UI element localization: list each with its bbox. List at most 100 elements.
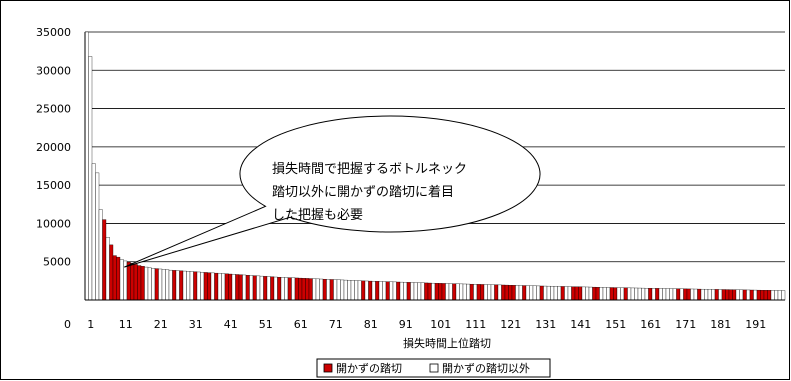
- bar-akazu: [539, 285, 544, 301]
- bar-akazu: [245, 275, 250, 301]
- bar-other: [777, 290, 782, 301]
- bar-other: [466, 283, 471, 301]
- x-tick-label: 81: [364, 318, 378, 331]
- bar-akazu: [613, 287, 618, 301]
- bar-other: [280, 277, 285, 301]
- bar-other: [707, 289, 712, 301]
- bar-other: [637, 287, 642, 301]
- bar-other: [445, 283, 450, 301]
- x-tick-label: 91: [399, 318, 413, 331]
- bar-akazu: [441, 283, 446, 301]
- bar-akazu: [193, 271, 198, 301]
- x-tick-label: 41: [224, 318, 238, 331]
- y-tick-label: 0: [64, 318, 71, 331]
- bar-other: [704, 289, 709, 301]
- bar-other: [455, 283, 460, 301]
- bar-akazu: [571, 286, 576, 301]
- x-tick-label: 71: [329, 318, 343, 331]
- bar-other: [431, 282, 436, 301]
- bar-other: [620, 287, 625, 301]
- y-tick-label: 30000: [36, 64, 71, 77]
- bar-akazu: [683, 288, 688, 301]
- bar-akazu: [434, 283, 439, 301]
- x-tick-label: 151: [605, 318, 626, 331]
- gridlines: [85, 31, 785, 263]
- bar-other: [606, 287, 611, 301]
- bar-akazu: [648, 288, 653, 301]
- bar-akazu: [140, 266, 145, 301]
- bar-other: [413, 282, 418, 301]
- bar-akazu: [252, 275, 257, 301]
- x-tick-label: 31: [189, 318, 203, 331]
- bar-other: [662, 288, 667, 301]
- bar-other: [672, 288, 677, 301]
- bar-other: [326, 279, 331, 301]
- bar-akazu: [137, 265, 142, 301]
- x-tick-label: 61: [294, 318, 308, 331]
- bar-other: [770, 290, 775, 301]
- bar-akazu: [305, 278, 310, 301]
- bar-other: [518, 285, 523, 301]
- bar-other: [735, 289, 740, 301]
- bar-akazu: [725, 289, 730, 301]
- bar-other: [312, 278, 317, 301]
- bar-akazu: [595, 287, 600, 301]
- bar-other: [515, 285, 520, 301]
- bar-other: [399, 281, 404, 301]
- bar-akazu: [609, 287, 614, 301]
- bar-akazu: [179, 270, 184, 301]
- bar-other: [448, 283, 453, 301]
- bar-other: [753, 289, 758, 301]
- x-tick-label: 11: [119, 318, 133, 331]
- bar-akazu: [578, 286, 583, 301]
- bar-other: [690, 288, 695, 301]
- bar-other: [658, 288, 663, 301]
- bar-other: [634, 287, 639, 301]
- bar-other: [291, 277, 296, 301]
- bar-other: [557, 286, 562, 301]
- bar-other: [165, 269, 170, 301]
- bar-other: [88, 56, 93, 301]
- bar-akazu: [480, 284, 485, 301]
- bar-other: [700, 288, 705, 301]
- bar-akazu: [361, 280, 366, 301]
- bar-other: [497, 284, 502, 301]
- bar-akazu: [235, 274, 240, 301]
- bar-other: [259, 275, 264, 301]
- x-tick-label: 101: [430, 318, 451, 331]
- callout-bubble: [124, 115, 541, 268]
- bar-other: [389, 281, 394, 301]
- y-tick-label: 20000: [36, 141, 71, 154]
- bar-akazu: [375, 281, 380, 301]
- bar-other: [119, 259, 124, 301]
- bar-other: [158, 268, 163, 301]
- bar-other: [669, 288, 674, 301]
- bar-other: [616, 287, 621, 301]
- bar-other: [273, 276, 278, 301]
- bar-akazu: [154, 268, 159, 301]
- annotation-line-1: 損失時間で把握するボトルネック: [272, 162, 467, 177]
- bar-other: [284, 277, 289, 301]
- bar-other: [200, 272, 205, 301]
- legend: 開かずの踏切 開かずの踏切以外: [316, 358, 551, 378]
- x-tick-label: 171: [675, 318, 696, 331]
- bar-akazu: [655, 288, 660, 301]
- bar-akazu: [721, 289, 726, 301]
- bar-other: [641, 287, 646, 301]
- bar-other: [168, 269, 173, 301]
- bar-other: [588, 286, 593, 301]
- bar-other: [343, 279, 348, 301]
- legend-swatch-red: [323, 363, 333, 373]
- bar-akazu: [406, 282, 411, 301]
- x-tick-label: 181: [710, 318, 731, 331]
- bar-akazu: [116, 256, 121, 301]
- bar-other: [210, 272, 215, 301]
- bar-akazu: [427, 282, 432, 301]
- bar-other: [357, 280, 362, 301]
- bar-other: [319, 278, 324, 301]
- bar-other: [487, 284, 492, 301]
- x-tick-label: 121: [500, 318, 521, 331]
- bar-other: [473, 284, 478, 301]
- bar-other: [105, 237, 110, 301]
